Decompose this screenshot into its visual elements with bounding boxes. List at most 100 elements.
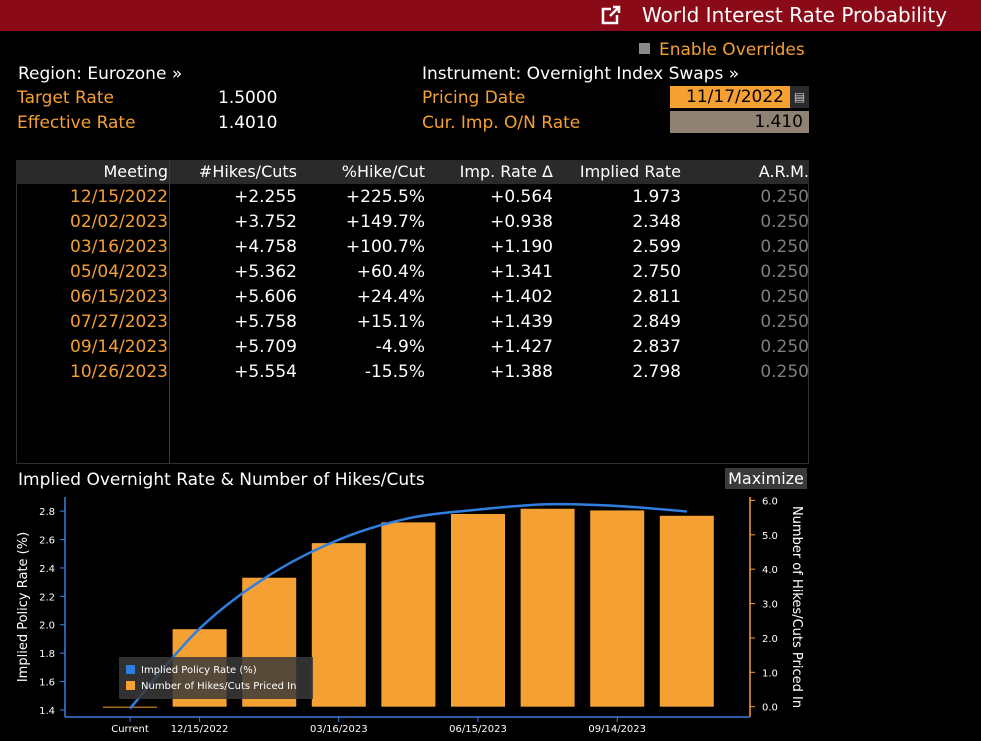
cell-meeting: 06/15/2023 [70,287,168,307]
left-axis-title: Implied Policy Rate (%) [16,532,31,682]
cell-implied-rate: 2.837 [632,337,681,357]
left-tick-label: 2.4 [39,564,55,575]
overrides-checkbox[interactable] [639,43,650,54]
left-tick-label: 2.8 [39,507,55,518]
chart-title: Implied Overnight Rate & Number of Hikes… [18,470,425,490]
cell-imp-rate-delta: +1.402 [490,287,553,307]
cell-arm: 0.250 [760,287,809,307]
hikes-bar [590,510,645,707]
app-title: World Interest Rate Probability [642,3,948,27]
left-tick-label: 2.6 [39,536,55,547]
table-header [16,160,809,184]
col-header-pct-hike-cut[interactable]: %Hike/Cut [341,162,425,181]
enable-overrides-toggle[interactable]: Enable Overrides [639,40,805,60]
cell-implied-rate: 2.599 [632,237,681,257]
cell-arm: 0.250 [760,212,809,232]
cell-implied-rate: 2.798 [632,362,681,382]
cell-pct-hike-cut: +149.7% [345,212,425,232]
effective-rate-label: Effective Rate [17,113,136,133]
legend-swatch-bar [126,681,135,690]
x-tick-label: Current [111,724,149,735]
cell-meeting: 03/16/2023 [70,237,168,257]
cell-imp-rate-delta: +1.190 [490,237,553,257]
right-axis-title: Number of Hikes/Cuts Priced In [789,506,804,708]
hikes-bar [520,508,575,707]
x-tick-label: 06/15/2023 [449,724,507,735]
target-rate-value: 1.5000 [218,88,278,108]
cell-meeting: 05/04/2023 [70,262,168,282]
cell-imp-rate-delta: +1.388 [490,362,553,382]
x-tick-label: 03/16/2023 [310,724,368,735]
cell-pct-hike-cut: +24.4% [356,287,425,307]
cell-imp-rate-delta: +0.564 [490,187,553,207]
cell-imp-rate-delta: +1.341 [490,262,553,282]
title-bar: World Interest Rate Probability [0,0,981,31]
region-selector[interactable]: Region: Eurozone » [18,64,183,84]
x-tick-label: 09/14/2023 [588,724,646,735]
pricing-date-input[interactable]: 11/17/2022 [670,86,790,108]
cell-hikes-cuts: +5.606 [234,287,297,307]
implied-rate-line [129,502,687,710]
cell-arm: 0.250 [760,312,809,332]
left-tick-label: 2.2 [39,592,55,603]
hikes-bar [451,513,505,707]
left-tick-label: 1.6 [39,678,55,689]
maximize-button[interactable]: Maximize [725,468,807,489]
cell-hikes-cuts: +5.758 [234,312,297,332]
pricing-date-label: Pricing Date [422,88,526,108]
cell-meeting: 10/26/2023 [70,362,168,382]
right-tick-label: 4.0 [762,565,778,576]
external-link-icon[interactable] [601,5,621,25]
cell-implied-rate: 2.750 [632,262,681,282]
col-header-arm[interactable]: A.R.M. [758,162,809,181]
cell-imp-rate-delta: +0.938 [490,212,553,232]
instrument-selector[interactable]: Instrument: Overnight Index Swaps » [422,64,740,84]
right-tick-label: 3.0 [762,600,778,611]
right-tick-label: 0.0 [762,703,778,714]
col-header-imp-rate-delta[interactable]: Imp. Rate Δ [459,162,553,181]
cur-imp-rate-input[interactable]: 1.410 [670,111,809,133]
cell-implied-rate: 2.849 [632,312,681,332]
right-tick-label: 2.0 [762,634,778,645]
hikes-bar [381,522,436,707]
cell-arm: 0.250 [760,237,809,257]
cell-hikes-cuts: +4.758 [234,237,297,257]
cell-hikes-cuts: +5.554 [234,362,297,382]
hikes-bar [659,515,714,707]
col-header-implied-rate[interactable]: Implied Rate [579,162,681,181]
col-header-hikes-cuts[interactable]: #Hikes/Cuts [198,162,297,181]
cell-pct-hike-cut: +225.5% [345,187,425,207]
cell-imp-rate-delta: +1.439 [490,312,553,332]
x-tick-label: 12/15/2022 [171,724,229,735]
cell-pct-hike-cut: +60.4% [356,262,425,282]
right-tick-label: 6.0 [762,496,778,507]
left-tick-label: 1.4 [39,706,55,717]
left-tick-label: 2.0 [39,621,55,632]
cell-pct-hike-cut: +15.1% [356,312,425,332]
cell-arm: 0.250 [760,337,809,357]
cell-meeting: 02/02/2023 [70,212,168,232]
target-rate-label: Target Rate [17,88,114,108]
cell-hikes-cuts: +5.709 [234,337,297,357]
cell-imp-rate-delta: +1.427 [490,337,553,357]
calendar-icon[interactable]: ▤ [790,86,809,108]
right-tick-label: 1.0 [762,668,778,679]
cell-hikes-cuts: +2.255 [234,187,297,207]
legend-label-bar: Number of Hikes/Cuts Priced In [141,681,296,692]
cur-imp-rate-label: Cur. Imp. O/N Rate [422,113,581,133]
cell-pct-hike-cut: +100.7% [345,237,425,257]
cell-meeting: 07/27/2023 [70,312,168,332]
rate-hikes-chart: 1.4 1.6 1.8 2.0 2.2 2.4 2.6 2.8 0.0 1.0 2.0 3.0 4.0 5… [16,496,804,735]
effective-rate-value: 1.4010 [218,113,278,133]
cell-meeting: 09/14/2023 [70,337,168,357]
hikes-bar [311,543,366,707]
cell-arm: 0.250 [760,362,809,382]
cell-pct-hike-cut: -4.9% [375,337,425,357]
col-header-meeting[interactable]: Meeting [103,162,168,181]
cell-pct-hike-cut: -15.5% [364,362,425,382]
right-tick-label: 5.0 [762,531,778,542]
overrides-label: Enable Overrides [659,40,805,60]
cell-implied-rate: 1.973 [632,187,681,207]
cell-meeting: 12/15/2022 [70,187,168,207]
table-divider [169,160,170,464]
